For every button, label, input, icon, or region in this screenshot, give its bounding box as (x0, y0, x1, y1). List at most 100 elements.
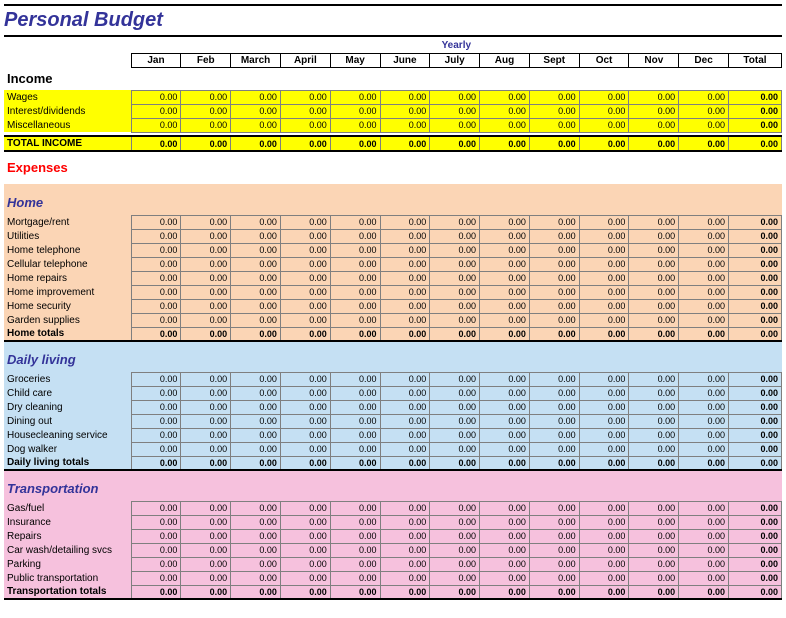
daily-row-0-m8[interactable]: 0.00 (529, 372, 579, 386)
transport-row-3-m11[interactable]: 0.00 (679, 543, 729, 557)
home-row-6-m5[interactable]: 0.00 (380, 299, 430, 313)
transport-row-1-m8[interactable]: 0.00 (529, 515, 579, 529)
home-row-1-m4[interactable]: 0.00 (330, 229, 380, 243)
home-row-7-m3[interactable]: 0.00 (280, 313, 330, 327)
transport-row-0-m11[interactable]: 0.00 (679, 501, 729, 515)
home-row-4-m0[interactable]: 0.00 (131, 271, 181, 285)
home-row-1-m5[interactable]: 0.00 (380, 229, 430, 243)
transport-row-5-m8[interactable]: 0.00 (529, 571, 579, 585)
transport-row-0-m4[interactable]: 0.00 (330, 501, 380, 515)
daily-row-4-m8[interactable]: 0.00 (529, 428, 579, 442)
home-row-2-m4[interactable]: 0.00 (330, 243, 380, 257)
transport-row-2-m11[interactable]: 0.00 (679, 529, 729, 543)
home-row-7-m2[interactable]: 0.00 (231, 313, 281, 327)
daily-row-0-m0[interactable]: 0.00 (131, 372, 181, 386)
daily-row-5-m6[interactable]: 0.00 (430, 442, 480, 456)
daily-row-5-m2[interactable]: 0.00 (231, 442, 281, 456)
transport-row-4-m2[interactable]: 0.00 (231, 557, 281, 571)
transport-row-4-m9[interactable]: 0.00 (579, 557, 629, 571)
daily-row-5-m1[interactable]: 0.00 (181, 442, 231, 456)
home-row-7-m5[interactable]: 0.00 (380, 313, 430, 327)
income-row-0-m10[interactable]: 0.00 (629, 90, 679, 104)
daily-row-4-m2[interactable]: 0.00 (231, 428, 281, 442)
transport-row-0-m10[interactable]: 0.00 (629, 501, 679, 515)
home-row-0-m7[interactable]: 0.00 (480, 215, 530, 229)
income-row-1-m5[interactable]: 0.00 (380, 104, 430, 118)
income-total-m2[interactable]: 0.00 (231, 136, 281, 151)
transport-row-1-m4[interactable]: 0.00 (330, 515, 380, 529)
home-row-7-m1[interactable]: 0.00 (181, 313, 231, 327)
home-row-0-m9[interactable]: 0.00 (579, 215, 629, 229)
daily-row-1-m7[interactable]: 0.00 (480, 386, 530, 400)
home-row-7-m7[interactable]: 0.00 (480, 313, 530, 327)
transport-row-5-m9[interactable]: 0.00 (579, 571, 629, 585)
income-row-0-m7[interactable]: 0.00 (480, 90, 530, 104)
daily-row-3-m10[interactable]: 0.00 (629, 414, 679, 428)
home-row-0-m0[interactable]: 0.00 (131, 215, 181, 229)
daily-row-4-m0[interactable]: 0.00 (131, 428, 181, 442)
home-row-6-m7[interactable]: 0.00 (480, 299, 530, 313)
transport-row-3-m2[interactable]: 0.00 (231, 543, 281, 557)
transport-row-2-m1[interactable]: 0.00 (181, 529, 231, 543)
daily-row-5-m7[interactable]: 0.00 (480, 442, 530, 456)
home-row-3-m1[interactable]: 0.00 (181, 257, 231, 271)
home-row-3-m7[interactable]: 0.00 (480, 257, 530, 271)
daily-row-5-m8[interactable]: 0.00 (529, 442, 579, 456)
daily-row-3-m5[interactable]: 0.00 (380, 414, 430, 428)
transport-row-0-m8[interactable]: 0.00 (529, 501, 579, 515)
income-total-m4[interactable]: 0.00 (330, 136, 380, 151)
home-row-7-m10[interactable]: 0.00 (629, 313, 679, 327)
income-row-2-m5[interactable]: 0.00 (380, 118, 430, 132)
home-row-1-m10[interactable]: 0.00 (629, 229, 679, 243)
daily-row-1-m11[interactable]: 0.00 (679, 386, 729, 400)
transport-row-0-m3[interactable]: 0.00 (280, 501, 330, 515)
home-row-2-m10[interactable]: 0.00 (629, 243, 679, 257)
home-row-4-m5[interactable]: 0.00 (380, 271, 430, 285)
income-total-m0[interactable]: 0.00 (131, 136, 181, 151)
daily-row-5-m9[interactable]: 0.00 (579, 442, 629, 456)
transport-row-0-m6[interactable]: 0.00 (430, 501, 480, 515)
daily-row-4-m5[interactable]: 0.00 (380, 428, 430, 442)
home-row-2-m6[interactable]: 0.00 (430, 243, 480, 257)
transport-row-3-m9[interactable]: 0.00 (579, 543, 629, 557)
daily-row-2-m6[interactable]: 0.00 (430, 400, 480, 414)
daily-row-1-m1[interactable]: 0.00 (181, 386, 231, 400)
daily-row-0-m5[interactable]: 0.00 (380, 372, 430, 386)
home-row-1-m9[interactable]: 0.00 (579, 229, 629, 243)
home-row-3-m3[interactable]: 0.00 (280, 257, 330, 271)
home-row-5-m10[interactable]: 0.00 (629, 285, 679, 299)
income-row-2-m6[interactable]: 0.00 (430, 118, 480, 132)
income-row-1-m10[interactable]: 0.00 (629, 104, 679, 118)
home-row-4-m2[interactable]: 0.00 (231, 271, 281, 285)
transport-row-0-m7[interactable]: 0.00 (480, 501, 530, 515)
daily-row-0-m10[interactable]: 0.00 (629, 372, 679, 386)
home-row-4-m6[interactable]: 0.00 (430, 271, 480, 285)
daily-row-1-m10[interactable]: 0.00 (629, 386, 679, 400)
home-row-2-m2[interactable]: 0.00 (231, 243, 281, 257)
income-row-0-m8[interactable]: 0.00 (529, 90, 579, 104)
home-row-3-m5[interactable]: 0.00 (380, 257, 430, 271)
income-total-m1[interactable]: 0.00 (181, 136, 231, 151)
transport-row-4-m11[interactable]: 0.00 (679, 557, 729, 571)
transport-row-0-m1[interactable]: 0.00 (181, 501, 231, 515)
income-row-2-m10[interactable]: 0.00 (629, 118, 679, 132)
home-row-4-m3[interactable]: 0.00 (280, 271, 330, 285)
daily-row-4-m6[interactable]: 0.00 (430, 428, 480, 442)
daily-row-3-m11[interactable]: 0.00 (679, 414, 729, 428)
daily-row-4-m4[interactable]: 0.00 (330, 428, 380, 442)
home-row-3-m6[interactable]: 0.00 (430, 257, 480, 271)
home-row-5-m1[interactable]: 0.00 (181, 285, 231, 299)
home-row-0-m8[interactable]: 0.00 (529, 215, 579, 229)
income-total-m10[interactable]: 0.00 (629, 136, 679, 151)
daily-row-1-m8[interactable]: 0.00 (529, 386, 579, 400)
income-row-2-m8[interactable]: 0.00 (529, 118, 579, 132)
daily-row-4-m11[interactable]: 0.00 (679, 428, 729, 442)
income-row-2-m0[interactable]: 0.00 (131, 118, 181, 132)
daily-row-1-m9[interactable]: 0.00 (579, 386, 629, 400)
daily-row-4-m9[interactable]: 0.00 (579, 428, 629, 442)
income-total-m11[interactable]: 0.00 (679, 136, 729, 151)
income-row-1-m3[interactable]: 0.00 (280, 104, 330, 118)
income-row-1-m4[interactable]: 0.00 (330, 104, 380, 118)
income-row-0-m3[interactable]: 0.00 (280, 90, 330, 104)
daily-row-3-m9[interactable]: 0.00 (579, 414, 629, 428)
